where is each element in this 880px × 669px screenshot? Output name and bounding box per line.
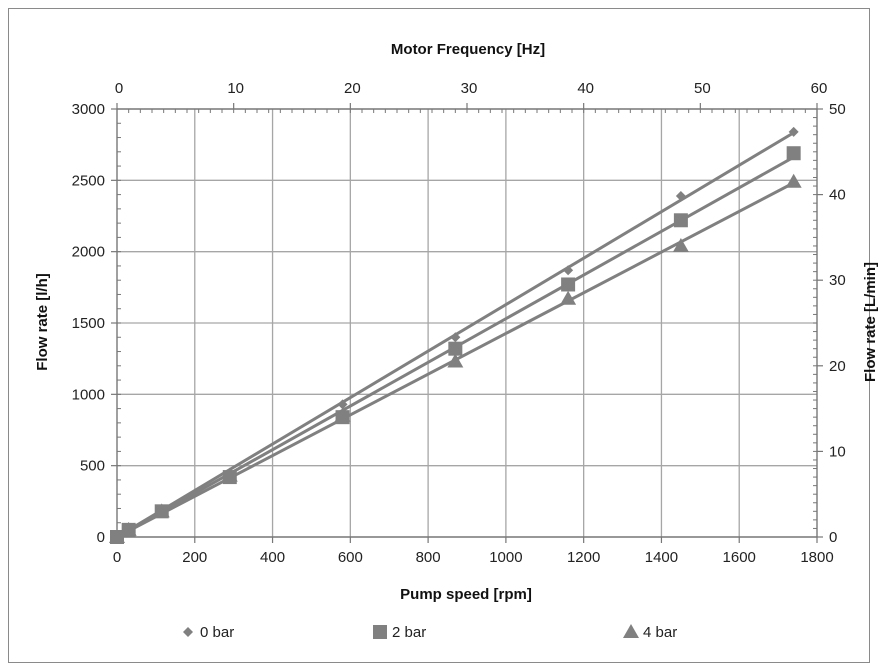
legend-marker-2-bar	[373, 625, 387, 639]
point-4-bar	[560, 290, 577, 305]
point-0-bar	[675, 191, 686, 202]
left-tick-label: 500	[80, 458, 105, 475]
right-tick-label: 20	[829, 358, 846, 375]
top-tick-label: 40	[577, 80, 594, 97]
point-4-bar	[109, 529, 125, 543]
bottom-tick-label: 1000	[489, 549, 522, 566]
top-tick-label: 30	[461, 80, 478, 97]
point-4-bar	[672, 237, 689, 252]
left-tick-label: 2500	[72, 172, 105, 189]
bottom-tick-label: 800	[416, 549, 441, 566]
top-axis-title: Motor Frequency [Hz]	[391, 41, 545, 58]
point-2-bar	[561, 277, 576, 292]
point-4-bar	[334, 407, 351, 422]
left-tick-label: 0	[97, 529, 105, 546]
point-4-bar	[153, 503, 170, 518]
axes: 0 200 400 600 800 1000 1200 1400 1600 18000500100…	[72, 80, 846, 566]
chart-frame	[8, 8, 870, 663]
point-2-bar	[673, 213, 688, 228]
left-tick-label: 2000	[72, 244, 105, 261]
top-tick-label: 0	[115, 80, 123, 97]
bottom-axis-title: Pump speed [rpm]	[400, 586, 532, 603]
point-2-bar	[786, 146, 801, 161]
legend-label-0-bar: 0 bar	[200, 624, 234, 641]
point-0-bar	[450, 332, 461, 343]
bottom-tick-label: 600	[338, 549, 363, 566]
point-4-bar	[785, 173, 802, 188]
legend-marker-0-bar	[183, 627, 193, 637]
bottom-tick-label: 1800	[800, 549, 833, 566]
bottom-tick-label: 200	[182, 549, 207, 566]
point-4-bar	[120, 521, 137, 536]
bottom-tick-label: 1600	[723, 549, 756, 566]
right-axis-title: Flow rate [L/min]	[862, 262, 879, 382]
left-tick-label: 1000	[72, 386, 105, 403]
legend-label-2-bar: 2 bar	[392, 624, 426, 641]
top-tick-label: 60	[811, 80, 828, 97]
top-tick-label: 50	[694, 80, 711, 97]
data-markers	[109, 126, 802, 544]
point-0-bar	[563, 265, 574, 276]
bottom-tick-label: 0	[113, 549, 121, 566]
bottom-tick-label: 400	[260, 549, 285, 566]
point-0-bar	[337, 399, 348, 410]
bottom-tick-label: 1400	[645, 549, 678, 566]
right-tick-label: 30	[829, 272, 846, 289]
right-tick-label: 10	[829, 443, 846, 460]
point-4-bar	[447, 353, 464, 368]
right-tick-label: 50	[829, 101, 846, 118]
legend-marker-4-bar	[623, 624, 639, 638]
legend: 0 bar 2 bar 4 bar	[183, 624, 677, 641]
top-tick-label: 20	[344, 80, 361, 97]
point-0-bar	[788, 126, 799, 137]
top-tick-label: 10	[227, 80, 244, 97]
legend-label-4-bar: 4 bar	[643, 624, 677, 641]
right-tick-label: 0	[829, 529, 837, 546]
left-tick-label: 1500	[72, 315, 105, 332]
right-tick-label: 40	[829, 187, 846, 204]
left-tick-label: 3000	[72, 101, 105, 118]
bottom-tick-label: 1200	[567, 549, 600, 566]
left-axis-title: Flow rate [l/h]	[34, 273, 51, 371]
point-4-bar	[221, 467, 238, 482]
point-2-bar	[448, 341, 463, 356]
